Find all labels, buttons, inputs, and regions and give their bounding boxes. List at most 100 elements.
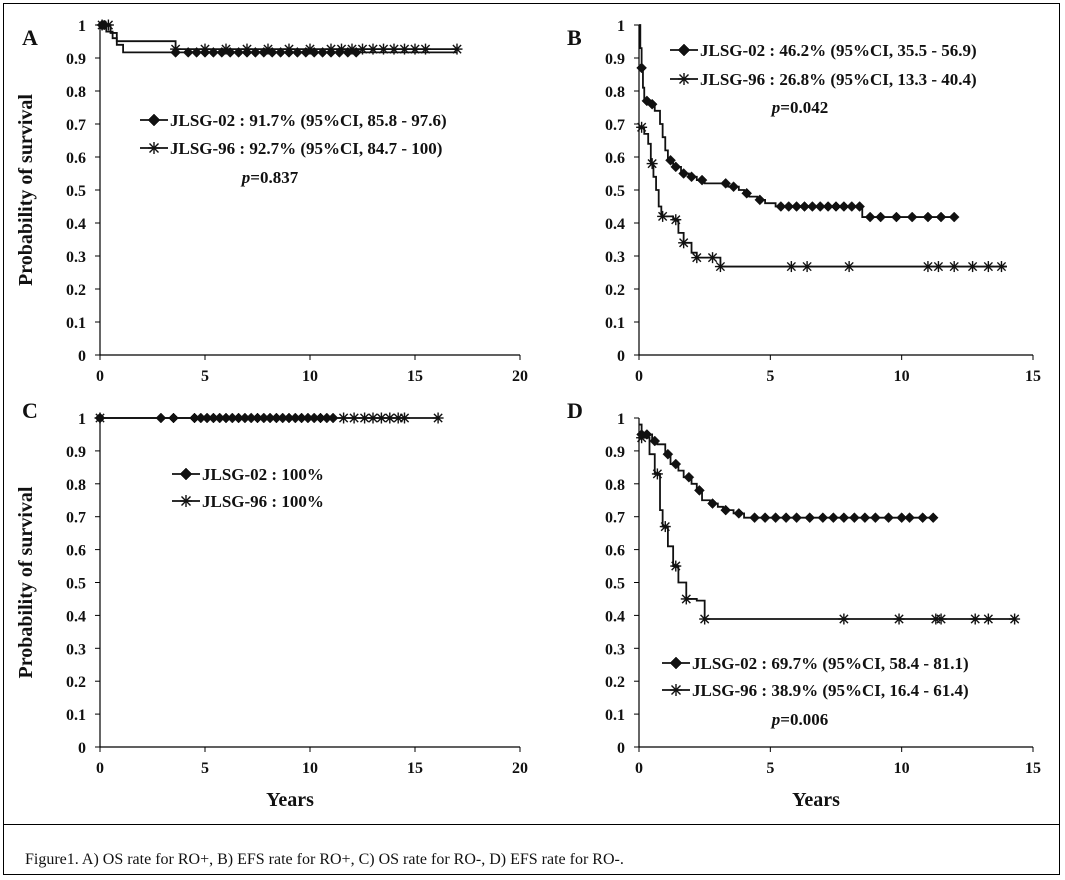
censor-marker-jlsg-96 (1009, 613, 1021, 625)
y-tick-label: 0.9 (605, 444, 625, 461)
legend-label: JLSG-96 : 92.7% (95%CI, 84.7 - 100) (170, 139, 442, 158)
censor-marker-jlsg-02 (854, 201, 865, 212)
y-tick-label: 0.6 (66, 543, 86, 560)
panel-c: C00.10.20.30.40.50.60.70.80.910 5 10 15 20JL… (15, 398, 528, 811)
y-tick-label: 0.9 (66, 51, 86, 68)
censor-marker-jlsg-02 (749, 512, 760, 524)
y-tick-label: 0.9 (66, 444, 86, 461)
censor-marker-jlsg-96 (659, 521, 671, 533)
censor-marker-jlsg-96 (367, 43, 379, 55)
censor-marker-jlsg-02 (804, 512, 816, 524)
caption-box: Figure1. A) OS rate for RO+, B) EFS rate… (3, 824, 1060, 875)
censor-marker-jlsg-02 (864, 211, 876, 223)
panel-letter-b: B (567, 25, 582, 50)
p-value-number: =0.006 (780, 710, 828, 729)
censor-marker-jlsg-02 (935, 211, 947, 223)
x-tick-label: 15 (407, 368, 423, 385)
censor-marker-jlsg-02 (662, 448, 674, 460)
x-tick-label: 15 (1025, 760, 1041, 777)
censor-marker-jlsg-96 (838, 613, 850, 625)
censor-marker-jlsg-96 (699, 613, 711, 625)
censor-marker-jlsg-96 (451, 43, 463, 55)
censor-marker-jlsg-02 (870, 512, 881, 524)
panel-letter-d: D (567, 398, 583, 423)
censor-marker-jlsg-02 (830, 201, 842, 212)
y-tick-label: 0.7 (66, 510, 86, 527)
censor-marker-jlsg-02 (649, 435, 661, 447)
legend-label: JLSG-96 : 100% (202, 492, 324, 511)
y-tick-label: 0.6 (605, 543, 625, 560)
censor-marker-jlsg-02 (883, 512, 894, 524)
censor-marker-jlsg-96 (678, 237, 690, 249)
x-tick-label: 15 (407, 760, 423, 777)
y-tick-label: 0 (617, 740, 625, 757)
censor-marker-jlsg-96 (691, 252, 703, 264)
censor-marker-jlsg-02 (754, 194, 766, 206)
censor-marker-jlsg-96 (636, 432, 648, 444)
censor-marker-jlsg-96 (843, 261, 855, 273)
y-tick-label: 0.5 (66, 576, 86, 593)
censor-marker-jlsg-96 (948, 261, 960, 273)
censor-marker-jlsg-02 (759, 512, 771, 524)
y-tick-label: 0.3 (605, 641, 625, 658)
censor-marker-jlsg-96 (432, 412, 444, 424)
censor-marker-jlsg-02 (906, 211, 918, 223)
censor-marker-jlsg-96 (932, 261, 944, 273)
y-tick-label: 0.1 (66, 315, 86, 332)
censor-marker-jlsg-96 (94, 412, 106, 424)
censor-marker-jlsg-02 (875, 211, 887, 223)
censor-marker-jlsg-96 (707, 252, 719, 264)
censor-marker-jlsg-96 (304, 43, 316, 55)
censor-marker-jlsg-02 (846, 201, 858, 212)
censor-marker-jlsg-96 (420, 43, 431, 55)
x-tick-label: 5 (201, 368, 209, 385)
x-tick-label: 10 (894, 368, 910, 385)
censor-marker-jlsg-02 (922, 211, 934, 223)
p-value-number: =0.042 (780, 98, 828, 117)
p-value: p=0.042 (770, 98, 828, 117)
p-symbol: p (240, 168, 251, 187)
panel-letter-c: C (22, 398, 38, 423)
y-tick-label: 0.4 (66, 216, 86, 233)
panel-d: D00.10.20.30.40.50.60.70.80.910 5 10 15JLSG… (567, 398, 1041, 811)
y-tick-label: 0.9 (605, 51, 625, 68)
censor-marker-jlsg-96 (801, 261, 813, 273)
censor-marker-jlsg-02 (780, 512, 792, 524)
x-tick-label: 10 (302, 760, 318, 777)
y-tick-label: 0.5 (605, 183, 625, 200)
censor-marker-jlsg-02 (720, 178, 732, 189)
legend-marker-diamond (147, 113, 161, 127)
censor-marker-jlsg-02 (707, 498, 718, 509)
censor-marker-jlsg-02 (849, 512, 860, 524)
y-tick-label: 0.4 (605, 608, 625, 625)
censor-marker-jlsg-96 (714, 261, 726, 273)
censor-marker-jlsg-96 (338, 412, 350, 424)
legend-marker-diamond (677, 43, 691, 57)
y-tick-label: 0.3 (66, 641, 86, 658)
censor-marker-jlsg-02 (904, 512, 915, 524)
y-tick-label: 0.4 (66, 608, 86, 625)
x-tick-label: 10 (302, 368, 318, 385)
y-tick-label: 0.2 (605, 282, 625, 299)
censor-marker-jlsg-02 (670, 161, 682, 173)
panel-b: B00.10.20.30.40.50.60.70.80.910 5 10 15JLSG… (567, 18, 1041, 385)
censor-marker-jlsg-02 (678, 168, 690, 179)
censor-marker-jlsg-02 (799, 201, 810, 212)
x-tick-label: 20 (512, 760, 528, 777)
censor-marker-jlsg-96 (384, 412, 396, 424)
x-tick-label: 5 (201, 760, 209, 777)
censor-marker-jlsg-96 (220, 43, 232, 55)
censor-marker-jlsg-02 (636, 62, 647, 74)
censor-marker-jlsg-96 (982, 613, 994, 625)
y-tick-label: 0.3 (66, 249, 86, 266)
x-tick-label: 15 (1025, 368, 1041, 385)
x-tick-label: 0 (635, 760, 643, 777)
legend-label: JLSG-96 : 38.9% (95%CI, 16.4 - 61.4) (692, 681, 969, 700)
legend-label: JLSG-96 : 26.8% (95%CI, 13.3 - 40.4) (700, 70, 977, 89)
censor-marker-jlsg-96 (969, 613, 981, 625)
censor-marker-jlsg-02 (783, 201, 795, 212)
y-tick-label: 0.6 (605, 150, 625, 167)
y-tick-label: 0.1 (605, 707, 625, 724)
censor-marker-jlsg-02 (741, 187, 753, 199)
